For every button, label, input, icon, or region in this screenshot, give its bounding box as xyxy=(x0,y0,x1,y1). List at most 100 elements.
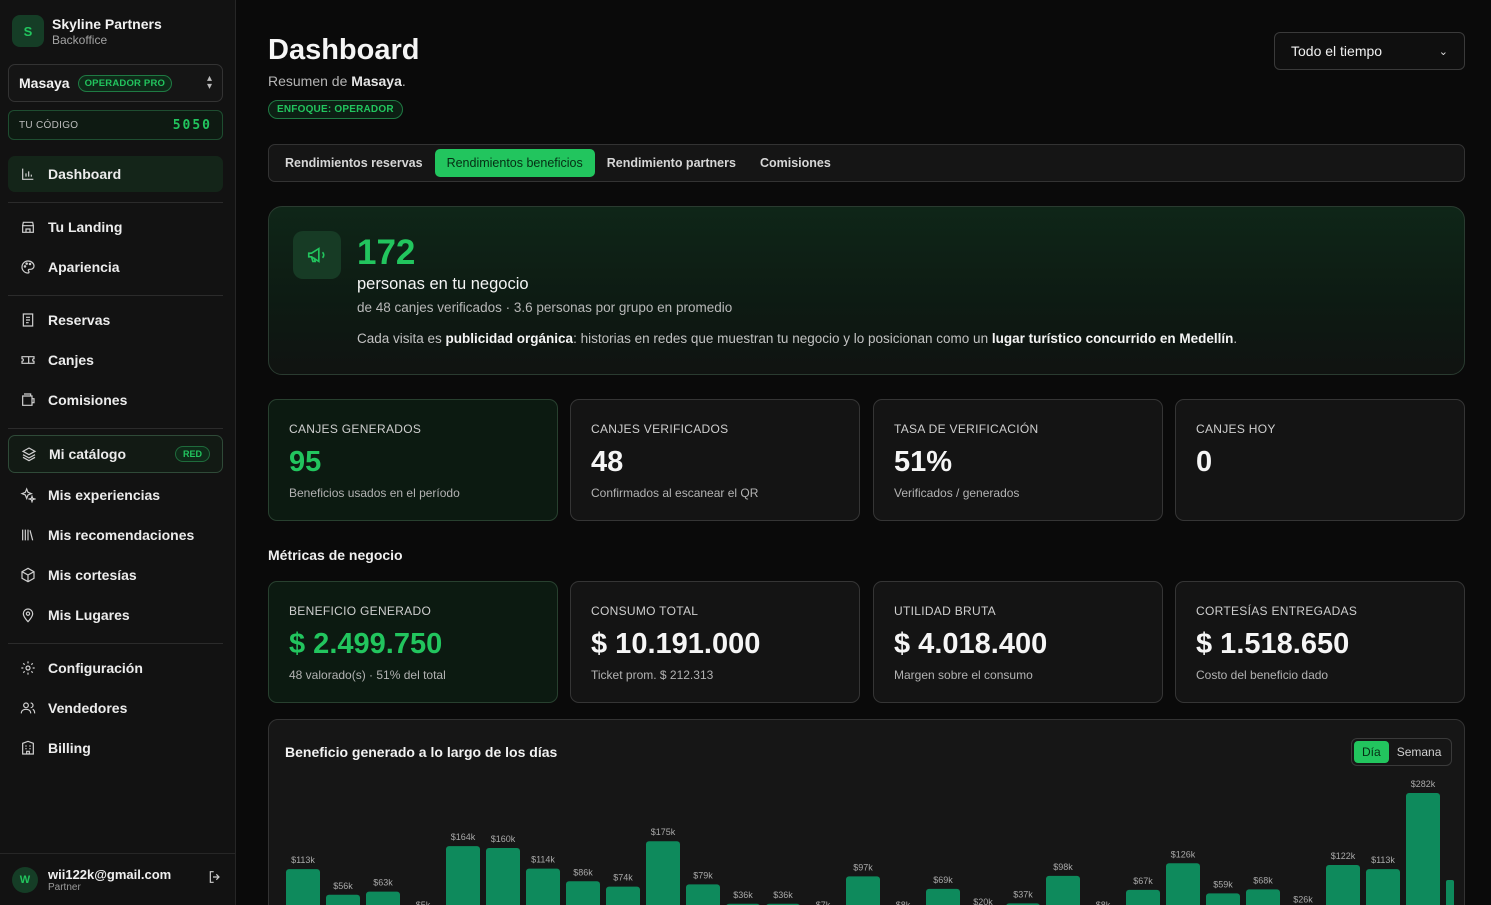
chart-bar[interactable] xyxy=(606,886,640,905)
kpi-card-rate: TASA DE VERIFICACIÓN 51% Verificados / g… xyxy=(873,399,1163,521)
benefit-chart-card: $113k $56k $63k $5k $164k $160k $114k $86k $74k $… xyxy=(268,719,1465,905)
sidebar-item-label: Mis recomendaciones xyxy=(48,527,195,543)
gear-icon xyxy=(20,660,36,676)
ticket-icon xyxy=(20,352,36,368)
toggle-day[interactable]: Día xyxy=(1354,741,1389,763)
chart-bar[interactable] xyxy=(646,841,680,905)
chart-bar[interactable] xyxy=(446,846,480,905)
toggle-week[interactable]: Semana xyxy=(1396,745,1442,759)
sidebar-item-dashboard[interactable]: Dashboard xyxy=(8,156,223,192)
desc-bold: publicidad orgánica xyxy=(445,331,574,346)
map-pin-icon xyxy=(20,607,36,623)
user-footer: W wii122k@gmail.com Partner xyxy=(0,853,235,905)
tab-bar: Rendimientos reservas Rendimientos benef… xyxy=(268,144,1465,182)
sidebar-item-label: Mis Lugares xyxy=(48,607,130,623)
network-badge: RED xyxy=(174,446,210,462)
kpi-value: 0 xyxy=(1196,446,1213,478)
desc-text: Cada visita es xyxy=(357,331,446,346)
chart-bar[interactable] xyxy=(686,884,720,905)
bar-data-label: $36k xyxy=(733,890,753,900)
sidebar-item-appearance[interactable]: Apariencia xyxy=(8,249,223,285)
chart-bar[interactable] xyxy=(1046,875,1080,905)
brand-name: Skyline Partners xyxy=(52,15,162,32)
sidebar-item-bookings[interactable]: Reservas xyxy=(8,302,223,338)
chart-bar[interactable] xyxy=(286,869,320,905)
chart-bar[interactable] xyxy=(1406,793,1440,905)
bar-data-label: $160k xyxy=(491,834,516,844)
kpi-value: 48 xyxy=(591,446,624,478)
chart-bar[interactable] xyxy=(486,847,520,905)
chevron-down-icon: ⌄ xyxy=(1438,45,1448,58)
sidebar-item-label: Mis cortesías xyxy=(48,567,137,583)
sidebar-item-label: Canjes xyxy=(48,352,94,368)
visitors-title: personas en tu negocio xyxy=(357,275,529,293)
bar-data-label: $175k xyxy=(651,827,676,837)
chart-bar[interactable] xyxy=(1246,889,1280,905)
sidebar-item-settings[interactable]: Configuración xyxy=(8,650,223,686)
metric-label: UTILIDAD BRUTA xyxy=(894,604,996,618)
metric-card-benefit: BENEFICIO GENERADO $ 2.499.750 48 valora… xyxy=(268,581,558,703)
partner-code[interactable]: TU CÓDIGO 5050 xyxy=(8,110,223,140)
sidebar-item-label: Billing xyxy=(48,740,91,756)
package-icon xyxy=(20,567,36,583)
time-range-select[interactable]: Todo el tiempo ⌄ xyxy=(1274,32,1465,70)
page-subtitle: Resumen de Masaya. xyxy=(268,73,406,89)
chart-bar[interactable] xyxy=(526,868,560,905)
sidebar-item-label: Tu Landing xyxy=(48,219,123,235)
bar-data-label: $5k xyxy=(416,900,431,905)
sidebar-item-label: Mis experiencias xyxy=(48,487,161,503)
bar-data-label: $79k xyxy=(693,870,713,880)
section-title-business-metrics: Métricas de negocio xyxy=(268,547,403,563)
chart-title: Beneficio generado a lo largo de los día… xyxy=(285,744,558,760)
kpi-label: CANJES VERIFICADOS xyxy=(591,422,729,436)
sidebar-item-places[interactable]: Mis Lugares xyxy=(8,597,223,633)
metric-value: $ 2.499.750 xyxy=(289,628,443,660)
tab-partners-performance[interactable]: Rendimiento partners xyxy=(606,156,736,170)
desc-text: . xyxy=(1233,331,1238,346)
users-icon xyxy=(20,700,36,716)
chart-bar[interactable] xyxy=(1206,893,1240,905)
sidebar-item-sellers[interactable]: Vendedores xyxy=(8,690,223,726)
chart-bar[interactable] xyxy=(926,888,960,905)
chart-bar[interactable] xyxy=(1126,889,1160,905)
chart-bar[interactable] xyxy=(1366,869,1400,905)
chart-bar[interactable] xyxy=(566,881,600,905)
bar-data-label: $68k xyxy=(1253,875,1273,885)
tab-benefits-performance[interactable]: Rendimientos beneficios xyxy=(434,149,595,177)
sidebar-item-label: Mi catálogo xyxy=(49,446,127,462)
chart-bar[interactable] xyxy=(326,894,360,905)
updown-chevron-icon: ▴ ▾ xyxy=(206,73,212,92)
metric-foot: Costo del beneficio dado xyxy=(1196,668,1329,682)
sidebar-item-landing[interactable]: Tu Landing xyxy=(8,209,223,245)
sidebar-item-redemptions[interactable]: Canjes xyxy=(8,342,223,378)
sidebar-item-catalog[interactable]: Mi catálogo RED xyxy=(8,435,223,473)
logout-icon[interactable] xyxy=(207,869,223,890)
avatar[interactable]: W xyxy=(12,866,38,893)
brand[interactable]: S Skyline Partners Backoffice xyxy=(12,15,162,47)
visitors-count: 172 xyxy=(357,233,416,272)
kpi-label: CANJES HOY xyxy=(1196,422,1276,436)
nav-divider xyxy=(8,202,223,203)
metric-label: CONSUMO TOTAL xyxy=(591,604,699,618)
kpi-label: TASA DE VERIFICACIÓN xyxy=(894,422,1039,436)
org-selector[interactable]: Masaya OPERADOR PRO ▴ ▾ xyxy=(8,64,223,102)
sidebar-item-label: Comisiones xyxy=(48,392,128,408)
layers-icon xyxy=(21,446,37,462)
kpi-foot: Verificados / generados xyxy=(894,486,1020,500)
chart-bar[interactable] xyxy=(846,876,880,905)
sidebar-item-recommendations[interactable]: Mis recomendaciones xyxy=(8,517,223,553)
kpi-value: 51% xyxy=(894,446,953,478)
sidebar-item-experiences[interactable]: Mis experiencias xyxy=(8,477,223,513)
chart-bar[interactable] xyxy=(366,891,400,905)
chart-bar[interactable] xyxy=(1166,863,1200,905)
tab-bookings-performance[interactable]: Rendimientos reservas xyxy=(285,156,423,170)
sidebar-item-courtesies[interactable]: Mis cortesías xyxy=(8,557,223,593)
org-name: Masaya xyxy=(19,75,70,91)
chart-bar[interactable] xyxy=(1326,865,1360,905)
sidebar-item-billing[interactable]: Billing xyxy=(8,730,223,766)
bar-data-label: $59k xyxy=(1213,879,1233,889)
tab-commissions[interactable]: Comisiones xyxy=(759,156,831,170)
nav-divider xyxy=(8,643,223,644)
bar-data-label: $7k xyxy=(816,900,831,905)
sidebar-item-commissions[interactable]: Comisiones xyxy=(8,382,223,418)
